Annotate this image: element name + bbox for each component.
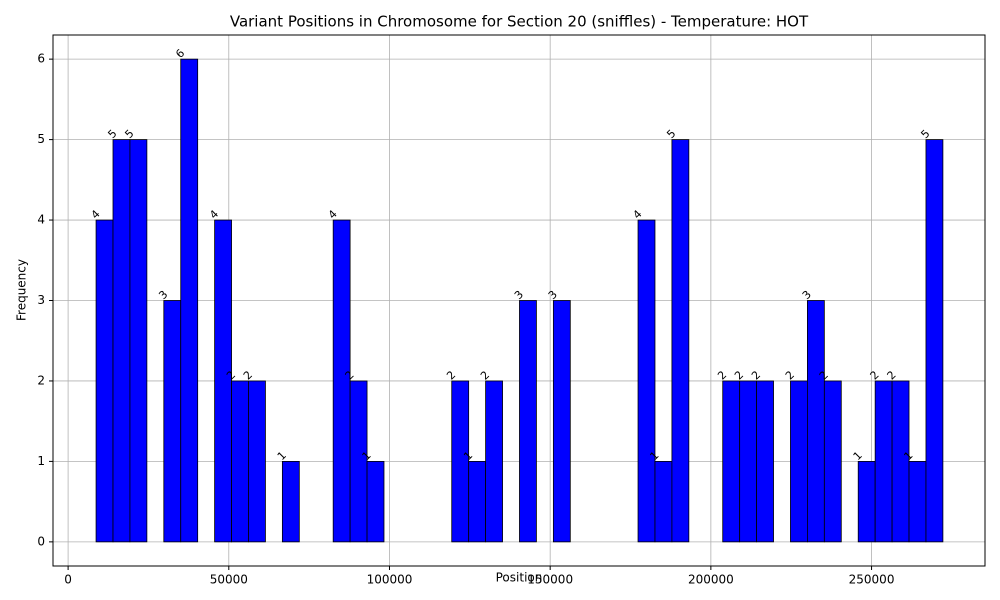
bar	[95, 219, 114, 543]
bar	[485, 380, 503, 543]
bar	[163, 300, 182, 543]
x-tick-label: 100000	[367, 573, 413, 587]
data-label: 4	[326, 207, 340, 221]
bar	[637, 219, 656, 543]
bar	[214, 219, 232, 543]
x-tick-label: 200000	[688, 573, 734, 587]
x-tick-label: 150000	[527, 573, 573, 587]
x-tick-label: 50000	[210, 573, 248, 587]
bar	[925, 139, 944, 543]
data-label: 5	[105, 127, 119, 141]
data-label: 2	[749, 368, 763, 382]
bar	[874, 380, 893, 543]
data-label: 2	[478, 368, 492, 382]
x-tick-label: 250000	[849, 573, 895, 587]
y-tick-label: 2	[37, 373, 45, 387]
bar	[366, 461, 385, 543]
bar	[451, 380, 470, 543]
bar	[519, 300, 537, 543]
y-tick-label: 5	[37, 132, 45, 146]
data-label: 5	[918, 127, 932, 141]
data-label: 2	[241, 368, 255, 382]
bar	[756, 380, 774, 543]
data-label: 4	[207, 207, 221, 221]
bar	[349, 380, 368, 543]
bar	[129, 139, 148, 543]
data-label: 6	[173, 47, 187, 61]
bar	[552, 300, 571, 543]
x-tick-label: 0	[64, 573, 72, 587]
bar	[654, 461, 673, 543]
data-label: 2	[868, 368, 882, 382]
bar	[231, 380, 249, 543]
x-axis-label: Position	[496, 571, 543, 585]
bar	[823, 380, 842, 543]
data-label: 5	[122, 127, 136, 141]
bar	[857, 461, 876, 543]
bar	[248, 380, 266, 543]
data-label: 2	[885, 368, 899, 382]
bar	[671, 139, 690, 543]
bar	[722, 380, 741, 543]
y-tick-label: 6	[37, 52, 45, 66]
chart-title: Variant Positions in Chromosome for Sect…	[230, 13, 809, 31]
data-label: 3	[546, 288, 560, 302]
data-label: 4	[630, 207, 644, 221]
bar	[180, 58, 199, 543]
data-label: 2	[732, 368, 746, 382]
bar	[908, 461, 927, 543]
y-tick-label: 4	[37, 213, 45, 227]
y-tick-label: 0	[37, 534, 45, 548]
y-axis-label: Frequency	[15, 259, 29, 321]
data-label: 3	[156, 288, 170, 302]
data-label: 3	[512, 288, 526, 302]
y-tick-label: 1	[37, 454, 45, 468]
bar	[112, 139, 131, 543]
data-label: 2	[783, 368, 797, 382]
bar	[891, 380, 910, 543]
bar	[468, 461, 487, 543]
data-label: 2	[444, 368, 458, 382]
data-label: 4	[89, 207, 103, 221]
data-label: 2	[715, 368, 729, 382]
bar	[807, 300, 825, 543]
bar	[281, 461, 300, 543]
bar	[739, 380, 757, 543]
data-label: 1	[851, 449, 865, 463]
data-label: 3	[800, 288, 814, 302]
y-tick-label: 3	[37, 293, 45, 307]
plot-frame	[52, 34, 986, 567]
data-label: 5	[664, 127, 678, 141]
data-label: 1	[275, 449, 289, 463]
bar	[332, 219, 351, 543]
bar	[790, 380, 808, 543]
